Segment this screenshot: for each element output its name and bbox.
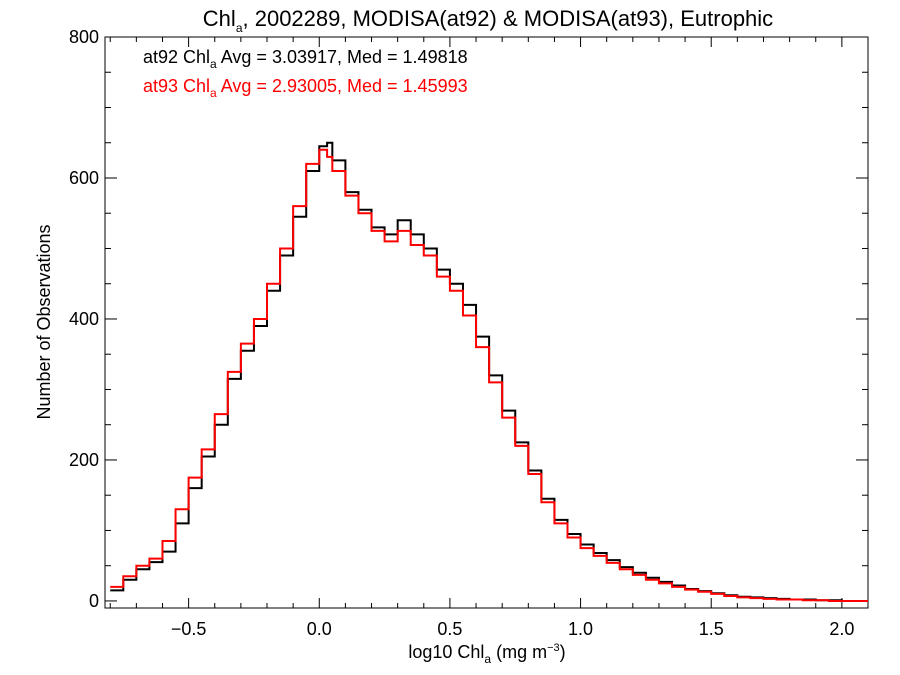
x-tick-label: 1.0 (568, 619, 593, 639)
x-axis-label: log10 Chla (mg m−3) (408, 642, 565, 666)
stats-line-at93: at93 Chla Avg = 2.93005, Med = 1.45993 (143, 76, 468, 100)
stats-line-at92: at92 Chla Avg = 3.03917, Med = 1.49818 (143, 47, 468, 71)
y-tick-label: 800 (69, 27, 99, 47)
y-tick-label: 0 (89, 591, 99, 611)
series-group (110, 141, 868, 602)
y-axis-label: Number of Observations (34, 224, 54, 419)
y-tick-label: 600 (69, 168, 99, 188)
x-tick-label: 2.0 (829, 619, 854, 639)
x-tick-label: 1.5 (699, 619, 724, 639)
x-tick-label: 0.0 (307, 619, 332, 639)
series-at93-line (110, 148, 868, 602)
axis-ticks: −0.5 0.0 0.5 1.0 1.5 2.0 0 200 400 600 800 (69, 27, 869, 639)
y-tick-label: 200 (69, 450, 99, 470)
y-tick-label: 400 (69, 309, 99, 329)
plot-frame (104, 36, 869, 609)
x-tick-label: −0.5 (171, 619, 207, 639)
x-tick-label: 0.5 (437, 619, 462, 639)
chart-title: Chla, 2002289, MODISA(at92) & MODISA(at9… (203, 6, 773, 35)
